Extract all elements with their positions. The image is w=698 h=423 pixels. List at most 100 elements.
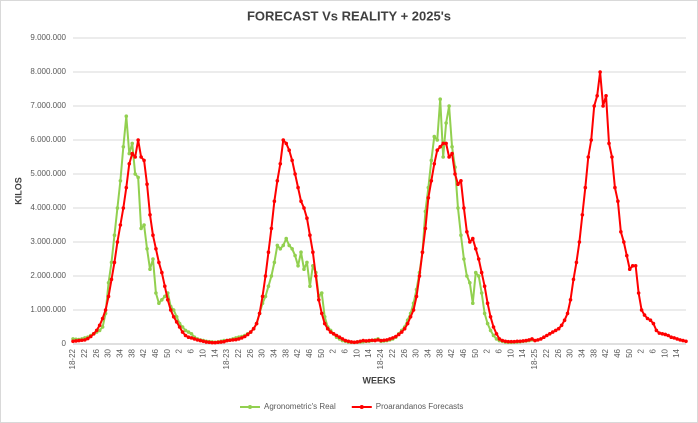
point (290, 158, 294, 163)
point (468, 281, 472, 285)
point (494, 332, 499, 336)
x-tick-label: 46 (613, 348, 622, 357)
point (174, 320, 179, 324)
x-tick-label: 10 (352, 348, 361, 357)
y-tick-label: 8.000.000 (30, 67, 66, 76)
point (263, 274, 268, 278)
point (402, 326, 407, 331)
point (571, 277, 576, 282)
point (201, 339, 206, 344)
x-tick-label: 2 (175, 348, 184, 353)
point (589, 138, 594, 142)
point (207, 340, 212, 345)
point (622, 240, 626, 244)
point (568, 298, 573, 302)
point (565, 311, 570, 316)
point (219, 340, 223, 344)
point (314, 274, 318, 278)
point (130, 141, 135, 146)
point (86, 336, 90, 341)
point (586, 155, 591, 159)
x-tick-label: 6 (187, 348, 196, 353)
x-tick-label: 50 (317, 348, 326, 357)
x-tick-label: 6 (495, 348, 504, 353)
point (80, 338, 84, 343)
point (290, 247, 294, 251)
x-tick-label: 46 (459, 348, 468, 357)
point (260, 294, 265, 299)
point (305, 216, 309, 220)
point (112, 233, 117, 237)
point (391, 336, 395, 340)
point (118, 223, 123, 227)
point (438, 97, 443, 101)
point (195, 338, 200, 342)
point (456, 182, 460, 186)
point (396, 332, 401, 337)
point (423, 226, 428, 231)
point (355, 340, 360, 344)
point (121, 206, 126, 210)
point (663, 332, 668, 337)
point (408, 315, 413, 319)
legend-item: Proarandanos Forecasts (351, 402, 463, 411)
point (275, 243, 280, 248)
point (189, 332, 194, 336)
point (343, 338, 348, 343)
x-tick-label: 10 (198, 348, 207, 357)
point (547, 332, 552, 336)
point (204, 340, 209, 344)
x-tick-label: 10 (506, 348, 515, 357)
point (435, 148, 440, 152)
point (248, 330, 253, 334)
point (151, 233, 155, 237)
point (559, 323, 564, 328)
point (645, 316, 650, 321)
point (163, 284, 167, 289)
point (681, 338, 685, 343)
x-tick-label: 30 (104, 348, 113, 357)
point (444, 141, 448, 146)
x-tick-label: 42 (139, 348, 148, 357)
point (453, 172, 457, 176)
y-axis-title: KILOS (13, 177, 23, 205)
point (97, 328, 102, 333)
point (124, 185, 129, 190)
point (349, 340, 354, 344)
legend-marker (248, 405, 252, 409)
point (109, 277, 114, 282)
point (577, 240, 582, 244)
x-tick-label: 18-23 (222, 348, 231, 369)
point (595, 94, 599, 98)
point (168, 308, 173, 312)
x-tick-label: 14 (518, 348, 527, 357)
point (136, 175, 140, 180)
x-tick-label: 14 (210, 348, 219, 357)
x-tick-label: 42 (601, 348, 610, 357)
point (447, 155, 451, 159)
point (485, 321, 490, 326)
point (296, 264, 300, 268)
point (293, 172, 297, 176)
point (242, 334, 247, 339)
point (118, 179, 123, 183)
point (133, 155, 137, 159)
point (308, 233, 312, 237)
point (284, 141, 289, 146)
point (272, 199, 277, 203)
x-tick-label: 26 (92, 348, 101, 357)
x-tick-label: 50 (625, 348, 634, 357)
point (266, 250, 271, 254)
x-tick-label: 50 (471, 348, 480, 357)
point (225, 338, 229, 343)
point (278, 162, 283, 166)
point (636, 291, 641, 295)
point (272, 260, 277, 265)
point (545, 333, 549, 338)
point (473, 270, 478, 275)
point (254, 321, 259, 326)
point (237, 337, 241, 341)
point (429, 158, 434, 163)
point (604, 94, 608, 98)
x-tick-label: 22 (388, 348, 397, 357)
